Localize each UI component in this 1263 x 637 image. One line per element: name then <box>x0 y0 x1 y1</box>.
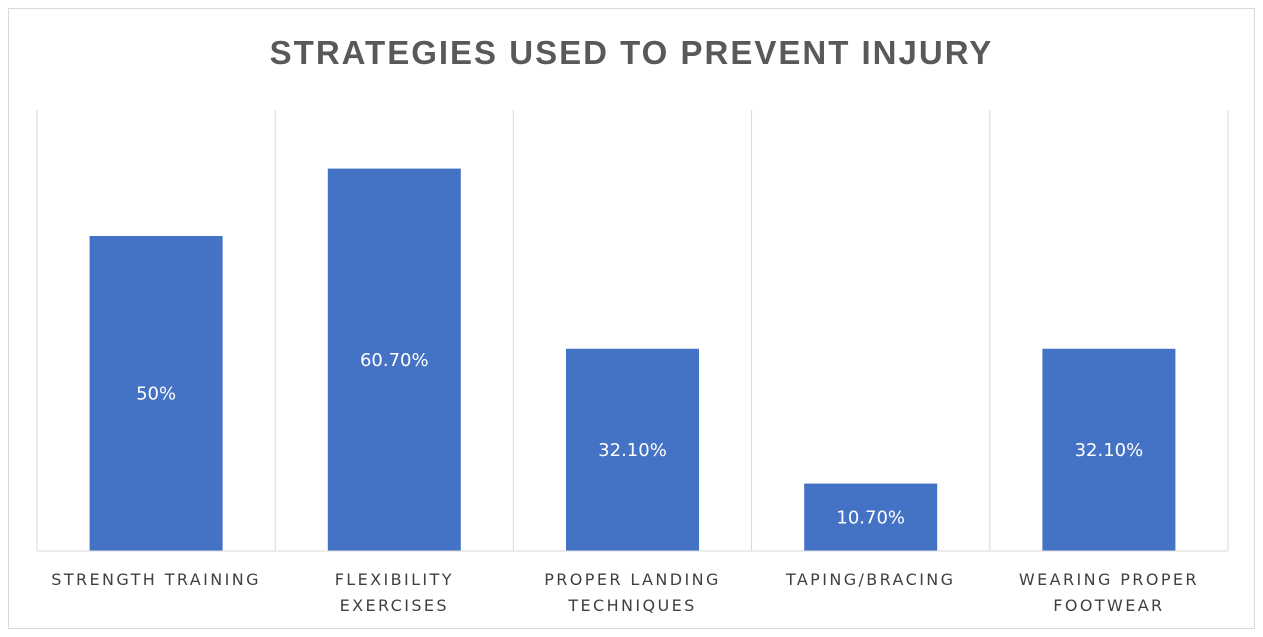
data-label: 50% <box>136 384 176 405</box>
category-labels: STRENGTH TRAINING FLEXIBILITY EXERCISES PRO… <box>51 570 1199 615</box>
bar <box>89 236 223 551</box>
bars <box>89 168 1176 551</box>
chart-title: STRATEGIES USED TO PREVENT INJURY <box>269 34 994 71</box>
x-tick-label: PROPER LANDING <box>544 570 721 589</box>
data-label: 32.10% <box>1075 440 1144 461</box>
bar <box>804 483 938 551</box>
x-tick-label: FLEXIBILITY <box>335 570 454 589</box>
data-labels: 50% 60.70% 32.10% 10.70% 32.10% <box>136 350 1143 528</box>
bar <box>327 168 461 551</box>
bar <box>1042 348 1176 551</box>
data-label: 32.10% <box>598 440 667 461</box>
bar <box>566 348 699 551</box>
x-tick-label: EXERCISES <box>340 596 449 615</box>
x-tick-label: TAPING/BRACING <box>785 570 956 589</box>
gridlines <box>36 110 1229 551</box>
x-tick-label: FOOTWEAR <box>1053 596 1164 615</box>
x-tick-label: WEARING PROPER <box>1019 570 1199 589</box>
data-label: 10.70% <box>836 507 905 528</box>
x-tick-label: TECHNIQUES <box>567 596 696 615</box>
data-label: 60.70% <box>360 350 429 371</box>
x-tick-label: STRENGTH TRAINING <box>51 570 261 589</box>
